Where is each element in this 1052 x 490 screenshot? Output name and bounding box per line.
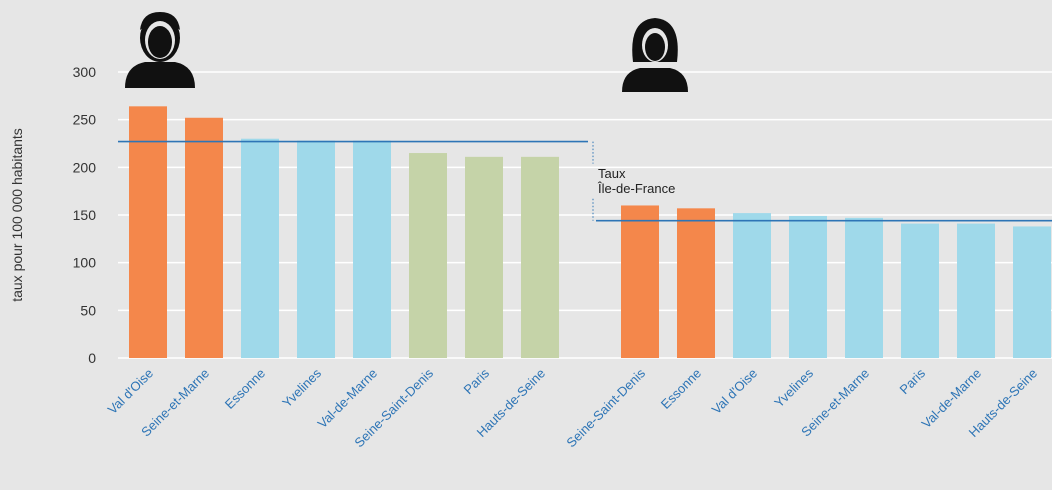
- annotation: Île-de-France: [597, 181, 675, 196]
- y-axis-label: taux pour 100 000 habitants: [9, 128, 25, 302]
- annotation: Taux: [598, 166, 626, 181]
- bar: [185, 117, 223, 358]
- x-tick-label: Paris: [461, 365, 493, 397]
- bar: [129, 106, 167, 358]
- y-tick-label: 250: [73, 112, 97, 128]
- y-tick-label: 150: [73, 207, 97, 223]
- bar: [621, 205, 659, 358]
- y-tick-label: 200: [73, 159, 97, 175]
- y-tick-label: 100: [73, 255, 97, 271]
- icons: [125, 12, 688, 92]
- x-tick-label: Essonne: [222, 366, 268, 412]
- x-tick-label: Yvelines: [279, 365, 324, 410]
- bar: [409, 153, 447, 358]
- bar: [677, 208, 715, 358]
- bar: [957, 223, 995, 358]
- y-tick-label: 50: [80, 302, 96, 318]
- y-tick-label: 300: [73, 64, 97, 80]
- bar: [1013, 226, 1051, 358]
- bar: [241, 138, 279, 358]
- bar: [901, 223, 939, 358]
- male-icon: [125, 12, 195, 88]
- bar: [733, 213, 771, 358]
- x-tick-label: Essonne: [658, 366, 704, 412]
- x-tick-label: Seine-Saint-Denis: [563, 365, 648, 450]
- bar: [465, 156, 503, 358]
- x-tick-label: Yvelines: [771, 365, 816, 410]
- bar: [353, 140, 391, 358]
- bar: [297, 140, 335, 358]
- y-tick-label: 0: [88, 350, 96, 366]
- bar: [521, 156, 559, 358]
- x-tick-label: Val d'Oise: [709, 366, 761, 418]
- x-tick-label: Val d'Oise: [105, 366, 157, 418]
- female-icon: [622, 18, 688, 92]
- x-tick-label: Paris: [897, 365, 929, 397]
- bar: [845, 217, 883, 358]
- bar: [789, 215, 827, 358]
